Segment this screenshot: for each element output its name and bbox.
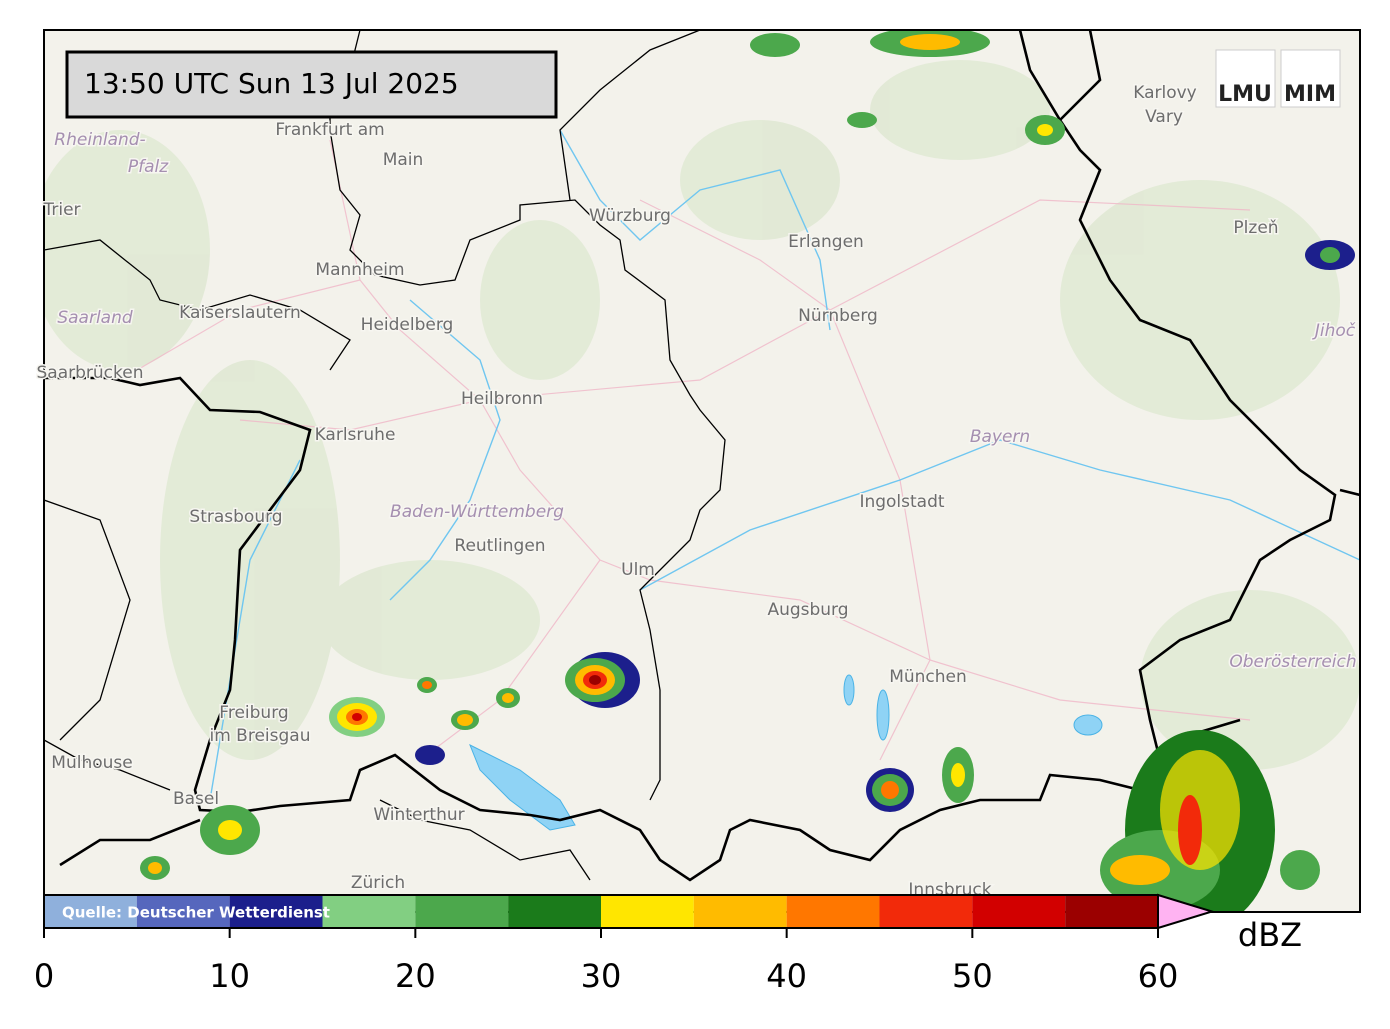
place-label: Mulhouse: [51, 753, 132, 773]
place-label: Karlovy: [1133, 83, 1197, 103]
color-bin: [229, 895, 323, 928]
place-label: Jihoč: [1312, 321, 1356, 341]
color-bin: [972, 895, 1066, 928]
place-label: Bayern: [970, 427, 1030, 447]
place-label: Ulm: [621, 560, 655, 580]
place-label: Basel: [173, 789, 219, 809]
place-label: Winterthur: [373, 805, 464, 825]
place-label: Main: [383, 150, 424, 170]
color-bin: [44, 895, 137, 928]
color-bin: [415, 895, 509, 928]
place-label: Vary: [1145, 107, 1183, 127]
place-label: Saarland: [57, 308, 133, 328]
tick-label: 30: [581, 957, 622, 995]
tick-label: 20: [395, 957, 436, 995]
place-label: Rheinland-: [54, 130, 145, 150]
timestamp-box: [65, 50, 558, 119]
unit-label: dBZ: [1238, 916, 1302, 954]
place-label: Trier: [42, 200, 80, 220]
place-label: Zürich: [351, 873, 405, 893]
color-bin: [786, 895, 880, 928]
place-label: Oberösterreich: [1229, 652, 1356, 672]
place-label: Strasbourg: [189, 507, 282, 527]
color-bin: [322, 895, 416, 928]
place-label: Freiburg: [219, 703, 288, 723]
place-label: Saarbrücken: [37, 363, 144, 383]
logo: MIM: [1284, 82, 1336, 107]
tick-label: 60: [1138, 957, 1179, 995]
tick-label: 0: [34, 957, 54, 995]
place-label: Heidelberg: [361, 315, 454, 335]
place-label: Frankfurt am: [275, 120, 384, 140]
place-label: im Breisgau: [210, 726, 311, 746]
logo-box: [1215, 49, 1276, 108]
place-label: Baden-Württemberg: [390, 502, 564, 522]
place-label: Kaiserslautern: [179, 303, 301, 323]
place-label: Pfalz: [128, 157, 169, 177]
tick-label: 40: [766, 957, 807, 995]
place-label: Mannheim: [315, 260, 404, 280]
color-bin: [879, 895, 973, 928]
place-label: Augsburg: [767, 600, 848, 620]
tick-label: 10: [209, 957, 250, 995]
place-label: Erlangen: [788, 232, 864, 252]
color-bin: [1065, 895, 1158, 928]
timestamp: 13:50 UTC Sun 13 Jul 2025: [84, 67, 459, 100]
place-label: Heilbronn: [461, 389, 543, 409]
place-label: München: [889, 667, 967, 687]
color-bin: [693, 895, 787, 928]
place-labels: Frankfurt am Main Rheinland- Pfalz Trier Mann…: [35, 82, 1358, 902]
logo-box: [1280, 49, 1341, 108]
place-label: Ingolstadt: [859, 492, 944, 512]
colorbar: Quelle: Deutscher Wetterdienst 0 10 20 30 40 5…: [34, 893, 1302, 995]
color-bin: [601, 895, 694, 928]
radar-echoes: [140, 30, 1355, 912]
basemap: [44, 30, 1360, 912]
place-label: Reutlingen: [454, 536, 545, 556]
place-label: Plzeň: [1233, 218, 1278, 238]
logos: LMU MIM: [1215, 49, 1341, 108]
tick-label: 50: [952, 957, 993, 995]
source-label: Quelle: Deutscher Wetterdienst: [62, 904, 330, 922]
color-bin: [508, 895, 601, 928]
logo: LMU: [1218, 82, 1272, 107]
place-label: Karlsruhe: [315, 425, 396, 445]
color-bin: [136, 895, 230, 928]
place-label: Würzburg: [589, 206, 671, 226]
place-label: Nürnberg: [798, 306, 878, 326]
